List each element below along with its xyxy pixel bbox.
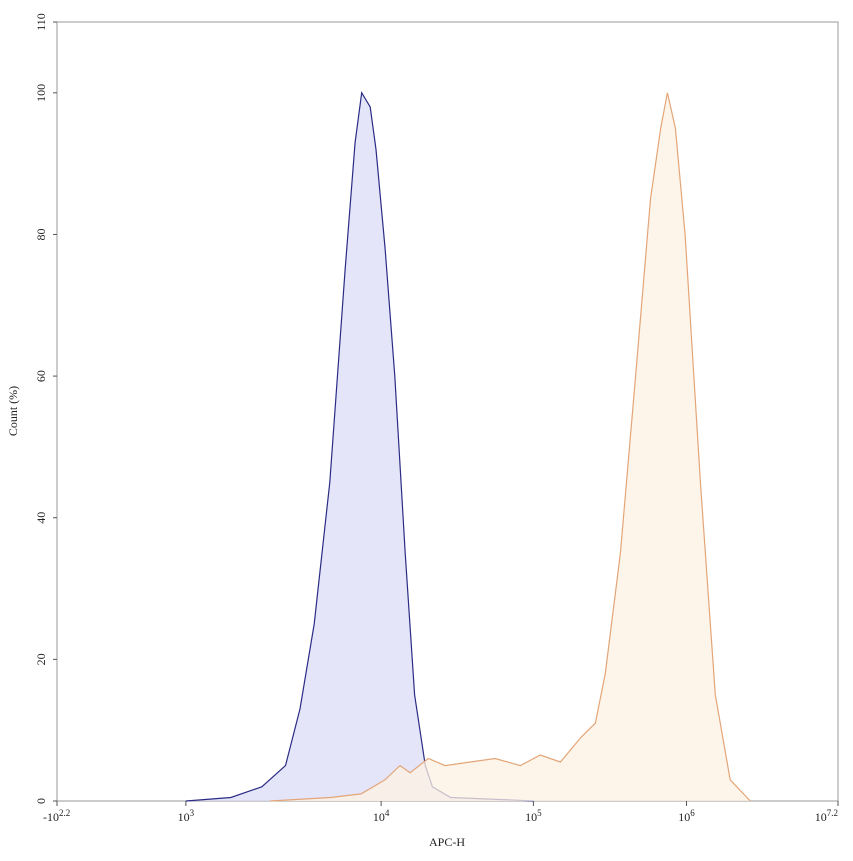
x-tick-exponent: 3 <box>190 808 195 818</box>
area <box>270 92 751 802</box>
y-tick-label: 20 <box>34 653 48 665</box>
x-tick-exponent: 5 <box>537 808 542 818</box>
x-tick-label: -102.2 <box>43 808 70 824</box>
y-tick-label: 0 <box>34 798 48 804</box>
x-tick-exponent: 2.2 <box>59 808 70 818</box>
x-tick-base: -10 <box>43 810 59 824</box>
x-tick-label: 103 <box>178 808 195 824</box>
x-tick-base: 10 <box>815 810 827 824</box>
y-tick-label: 110 <box>34 13 48 31</box>
x-tick-label: 105 <box>525 808 542 824</box>
y-tick-label: 80 <box>34 228 48 240</box>
x-axis-label: APC-H <box>429 835 465 849</box>
y-axis-label: Count (%) <box>6 386 20 436</box>
y-tick-label: 100 <box>34 84 48 102</box>
line <box>270 92 751 802</box>
plot-frame <box>56 21 839 802</box>
x-tick-exponent: 7.2 <box>827 808 838 818</box>
x-tick-base: 10 <box>525 810 537 824</box>
x-tick-label: 104 <box>373 808 390 824</box>
x-tick-label: 107.2 <box>815 808 838 824</box>
x-tick-label: 106 <box>678 808 695 824</box>
x-tick-exponent: 4 <box>385 808 390 818</box>
x-tick-base: 10 <box>373 810 385 824</box>
x-tick-exponent: 6 <box>690 808 695 818</box>
y-tick-label: 40 <box>34 512 48 524</box>
y-tick-label: 60 <box>34 370 48 382</box>
x-tick-base: 10 <box>678 810 690 824</box>
area <box>185 92 534 802</box>
x-tick-base: 10 <box>178 810 190 824</box>
